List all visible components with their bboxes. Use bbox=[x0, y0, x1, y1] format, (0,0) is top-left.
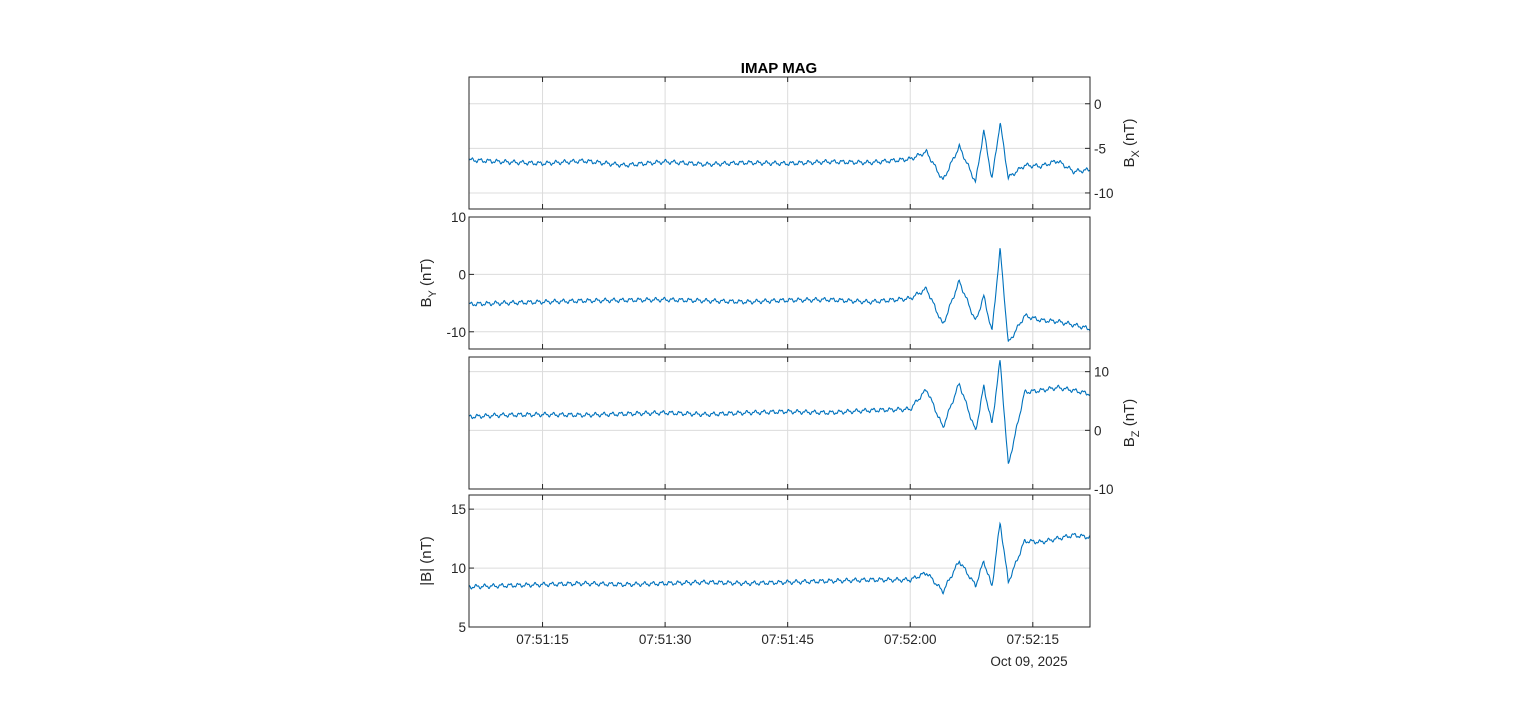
y-tick-label: -10 bbox=[1094, 186, 1114, 201]
y-tick-label: -5 bbox=[1094, 141, 1106, 156]
x-tick-label: 07:51:15 bbox=[516, 632, 569, 647]
x-axis: 07:51:15 07:51:30 07:51:45 07:52:00 07:52:15 bbox=[516, 632, 1059, 647]
x-axis-date-label: Oct 09, 2025 bbox=[990, 654, 1067, 669]
y-tick-label: -10 bbox=[446, 325, 466, 340]
chart-title: IMAP MAG bbox=[741, 60, 817, 77]
y-axis-label: BX (nT) bbox=[1121, 118, 1142, 167]
y-tick-label: 10 bbox=[451, 210, 466, 225]
panel-frame bbox=[468, 216, 1091, 350]
panel-bx: 0 -5 -10 BX (nT) bbox=[468, 76, 1142, 210]
series-line-b bbox=[468, 521, 1091, 595]
x-tick-label: 07:51:30 bbox=[639, 632, 692, 647]
series-line-by bbox=[468, 248, 1091, 342]
x-tick-label: 07:52:00 bbox=[884, 632, 937, 647]
series-line-bz bbox=[468, 360, 1091, 464]
x-tick-label: 07:51:45 bbox=[761, 632, 814, 647]
x-tick-label: 07:52:15 bbox=[1007, 632, 1060, 647]
panel-by: 10 0 -10 BY (nT) bbox=[418, 210, 1091, 350]
panel-b: 15 10 5 |B| (nT) bbox=[418, 494, 1091, 635]
y-tick-label: 0 bbox=[1094, 97, 1102, 112]
panel-frame bbox=[468, 76, 1091, 210]
y-tick-label: 5 bbox=[458, 620, 466, 635]
y-tick-label: -10 bbox=[1094, 482, 1114, 497]
y-tick-label: 0 bbox=[458, 267, 466, 282]
y-tick-label: 10 bbox=[451, 561, 466, 576]
y-axis-label: BZ (nT) bbox=[1121, 399, 1142, 447]
panel-bz: 10 0 -10 BZ (nT) bbox=[468, 356, 1142, 497]
y-axis-label: BY (nT) bbox=[418, 258, 439, 307]
y-axis-label: |B| (nT) bbox=[418, 536, 435, 585]
y-tick-label: 10 bbox=[1094, 365, 1109, 380]
series-line-bx bbox=[468, 122, 1090, 184]
panel-frame bbox=[468, 494, 1091, 628]
panel-frame bbox=[468, 356, 1091, 490]
y-tick-label: 0 bbox=[1094, 423, 1102, 438]
y-tick-label: 15 bbox=[451, 502, 466, 517]
